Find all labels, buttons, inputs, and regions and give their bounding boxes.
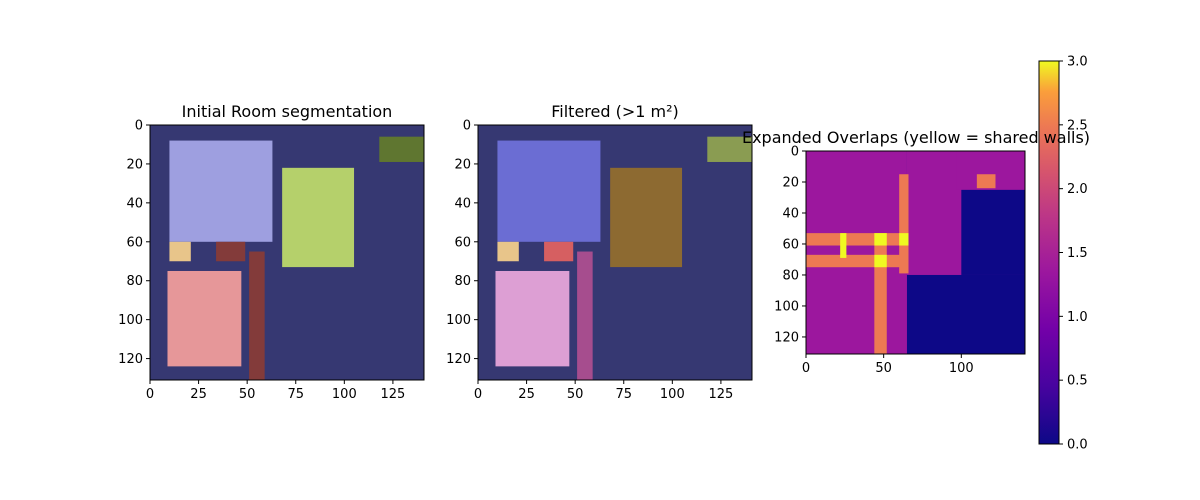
- heatmap-region: [899, 174, 909, 274]
- y-tick-label: 40: [126, 196, 143, 211]
- panel-initial-segmentation: Initial Room segmentation 0 25 50 75 100 125 0…: [118, 102, 425, 402]
- colorbar: 0.0 0.5 1.0 1.5 2.0 2.5 3.0: [1038, 55, 1088, 453]
- y-tick-label: 100: [774, 299, 799, 314]
- room-region: [577, 251, 593, 380]
- colorbar-tick-label: 1.5: [1067, 246, 1088, 261]
- x-tick-label: 100: [332, 387, 357, 402]
- colorbar-gradient: [1038, 60, 1060, 445]
- panel-expanded-overlaps: 0 50 100 0 20 40 60 80 100 120: [774, 145, 1026, 376]
- y-tick-label: 0: [135, 119, 143, 134]
- x-tick-label: 125: [380, 387, 405, 402]
- heatmap-region: [840, 233, 847, 258]
- heatmap-region: [806, 233, 907, 246]
- y-tick-label: 80: [126, 274, 143, 289]
- room-region: [282, 167, 355, 268]
- colorbar-tick-label: 3.0: [1067, 55, 1088, 70]
- x-tick-label: 25: [518, 387, 535, 402]
- panel-title: Initial Room segmentation: [182, 102, 393, 121]
- y-tick-label: 20: [782, 175, 799, 190]
- x-tick-label: 50: [567, 387, 584, 402]
- y-tick-label: 0: [463, 119, 471, 134]
- colorbar-tick-label: 2.0: [1067, 182, 1088, 197]
- y-tick-label: 60: [782, 237, 799, 252]
- room-region: [167, 270, 242, 367]
- room-region: [379, 136, 424, 162]
- y-tick-label: 80: [782, 268, 799, 283]
- x-tick-label: 75: [615, 387, 632, 402]
- panel-title: Filtered (>1 m²): [551, 102, 679, 121]
- colorbar-tick-label: 0.0: [1067, 438, 1088, 453]
- x-tick-label: 25: [190, 387, 207, 402]
- axes-frame: [805, 150, 1026, 355]
- axes-frame: [149, 124, 425, 381]
- heatmap-region: [874, 233, 887, 354]
- room-region: [610, 167, 683, 268]
- plot-area: [150, 125, 424, 380]
- y-tick-label: 0: [791, 145, 799, 160]
- heatmap-region: [961, 189, 1025, 275]
- x-tick-label: 0: [802, 361, 810, 376]
- x-tick-label: 125: [708, 387, 733, 402]
- x-tick-label: 75: [287, 387, 304, 402]
- y-tick-label: 40: [782, 206, 799, 221]
- room-region: [249, 251, 265, 380]
- room-region: [544, 241, 574, 262]
- y-tick-label: 60: [126, 235, 143, 250]
- heatmap-region: [899, 233, 909, 246]
- heatmap-region: [874, 254, 887, 268]
- room-region: [495, 270, 570, 367]
- x-tick-label: 100: [949, 361, 974, 376]
- plot-area: [478, 125, 752, 380]
- y-tick-label: 120: [774, 330, 799, 345]
- x-tick-label: 0: [474, 387, 482, 402]
- x-tick-label: 0: [146, 387, 154, 402]
- room-region: [497, 241, 519, 262]
- room-region: [169, 140, 273, 242]
- x-tick-label: 100: [660, 387, 685, 402]
- y-tick-label: 60: [454, 235, 471, 250]
- colorbar-tick-label: 2.5: [1067, 118, 1088, 133]
- colorbar-tick-label: 1.0: [1067, 310, 1088, 325]
- x-tick-label: 50: [239, 387, 256, 402]
- room-region: [707, 136, 752, 162]
- y-tick-label: 80: [454, 274, 471, 289]
- heatmap-region: [806, 254, 907, 268]
- panel-filtered: Filtered (>1 m²) 0 25 50 75 100 125 0 20 40 60 80 1…: [446, 102, 753, 402]
- y-tick-label: 20: [454, 157, 471, 172]
- x-tick-label: 50: [875, 361, 892, 376]
- y-tick-label: 120: [118, 352, 143, 367]
- room-region: [497, 140, 601, 242]
- plot-area: [806, 151, 1025, 354]
- y-tick-label: 20: [126, 157, 143, 172]
- y-tick-label: 100: [446, 313, 471, 328]
- colorbar-tick-label: 0.5: [1067, 374, 1088, 389]
- heatmap-region: [806, 151, 907, 354]
- y-tick-label: 40: [454, 196, 471, 211]
- panel-title: Expanded Overlaps (yellow = shared walls…: [742, 128, 1090, 147]
- heatmap-region: [976, 174, 996, 189]
- y-tick-label: 100: [118, 313, 143, 328]
- axes-frame: [477, 124, 753, 381]
- heatmap-region: [874, 233, 887, 246]
- room-region: [169, 241, 191, 262]
- room-region: [216, 241, 246, 262]
- y-tick-label: 120: [446, 352, 471, 367]
